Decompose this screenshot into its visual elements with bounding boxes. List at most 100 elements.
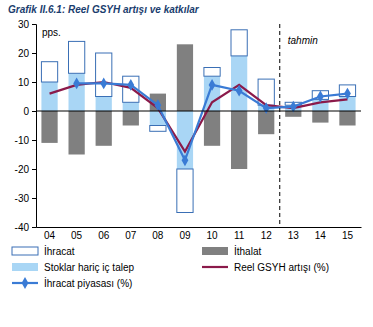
zero-line	[36, 111, 361, 112]
legend-label: Reel GSYH artışı (%)	[234, 262, 329, 273]
marker	[317, 91, 324, 103]
y-tick-mark	[32, 198, 36, 199]
bar-series	[41, 44, 355, 169]
bar	[312, 111, 328, 123]
bar	[204, 76, 220, 111]
bar-series	[41, 56, 355, 169]
legend-item: Stoklar hariç iç talep	[12, 262, 134, 273]
legend-label: İhracat	[44, 245, 75, 257]
legend-item: İhracat	[12, 245, 75, 257]
bar	[177, 44, 193, 111]
y-tick-mark	[32, 82, 36, 83]
bar	[150, 126, 166, 132]
x-tick: 15	[342, 227, 354, 241]
y-axis-line	[32, 25, 37, 228]
bar	[96, 97, 112, 112]
y-tick-label: -20	[15, 164, 30, 175]
legend-item: Reel GSYH artışı (%)	[202, 262, 329, 273]
legend-swatch	[12, 247, 38, 255]
x-tick-label: 05	[71, 230, 83, 241]
bar	[231, 111, 247, 169]
plot: -40 -30 -20 -10 0 10 20 30 04 05 06 07 08 09 10 11 12 13 1…	[15, 19, 362, 241]
bar	[123, 102, 139, 111]
marker	[263, 102, 270, 114]
y-tick-label: 10	[18, 77, 30, 88]
y-tick: -40	[15, 222, 36, 233]
bar	[258, 111, 274, 134]
annotation: tahmin	[288, 35, 318, 46]
x-tick-label: 15	[342, 230, 354, 241]
x-axis-line	[37, 227, 362, 228]
legend-label: İthalat	[234, 245, 261, 257]
y-tick: -10	[15, 135, 36, 146]
bar	[41, 82, 57, 111]
x-tick: 09	[179, 227, 191, 241]
bar	[41, 111, 57, 143]
x-tick: 12	[261, 227, 273, 241]
bar	[177, 169, 193, 213]
y-tick: -30	[15, 193, 36, 204]
data-area	[41, 30, 355, 213]
marker	[73, 78, 80, 90]
x-tick: 05	[71, 227, 83, 241]
line	[50, 82, 348, 152]
marker	[100, 78, 107, 90]
forecast-divider	[279, 24, 280, 227]
x-tick-label: 11	[234, 230, 245, 241]
marker	[182, 154, 189, 166]
x-tick-label: 13	[288, 230, 300, 241]
x-tick: 04	[44, 227, 56, 241]
legend-swatch	[12, 263, 38, 271]
y-axis: -40 -30 -20 -10 0 10 20 30	[15, 19, 37, 233]
y-tick-label: -10	[15, 135, 30, 146]
x-tick: 10	[206, 227, 218, 241]
bar	[339, 111, 355, 126]
y-axis-title: pps.	[42, 27, 61, 38]
y-tick-label: -40	[15, 222, 30, 233]
x-tick-label: 08	[152, 230, 164, 241]
y-tick-mark	[32, 53, 36, 54]
marker	[344, 88, 351, 100]
x-tick-label: 09	[179, 230, 191, 241]
y-tick-label: 20	[18, 48, 30, 59]
bar-series	[41, 30, 355, 213]
y-tick: 20	[18, 48, 36, 59]
legend-marker	[22, 277, 29, 289]
y-tick-label: -30	[15, 193, 30, 204]
legend-item: İhracat piyasası (%)	[12, 277, 132, 289]
legend-swatch	[202, 266, 228, 268]
marker	[209, 79, 216, 91]
x-axis: 04 05 06 07 08 09 10 11 12 13 14 15	[37, 227, 362, 241]
x-tick: 14	[315, 227, 327, 241]
bar	[69, 111, 85, 155]
x-tick: 07	[125, 227, 137, 241]
bar	[96, 111, 112, 146]
legend-item: İthalat	[202, 245, 261, 257]
x-tick-label: 14	[315, 230, 327, 241]
y-tick: 0	[23, 106, 36, 117]
markers	[73, 78, 351, 167]
bar	[204, 111, 220, 146]
y-tick: 30	[18, 19, 36, 30]
bar	[204, 68, 220, 77]
bar	[231, 30, 247, 56]
legend-label: İhracat piyasası (%)	[44, 277, 132, 289]
y-tick: 10	[18, 77, 36, 88]
x-tick-label: 06	[98, 230, 110, 241]
bar	[231, 56, 247, 111]
line	[77, 83, 348, 160]
bar	[96, 53, 112, 97]
x-tick: 11	[234, 227, 245, 241]
bar	[123, 111, 139, 126]
x-tick-label: 12	[261, 230, 273, 241]
marker	[154, 99, 161, 111]
legend: İhracat İthalat Stoklar hariç iç talep Reel…	[12, 245, 329, 289]
title: Grafik II.6.1: Reel GSYH artışı ve katkı…	[8, 4, 200, 15]
y-tick-mark	[32, 227, 36, 228]
legend-swatch	[202, 247, 228, 255]
chart: Grafik II.6.1: Reel GSYH artışı ve katkı…	[0, 0, 373, 327]
bar	[41, 62, 57, 82]
x-tick: 06	[98, 227, 110, 241]
x-tick-label: 04	[44, 230, 56, 241]
x-tick-label: 07	[125, 230, 137, 241]
